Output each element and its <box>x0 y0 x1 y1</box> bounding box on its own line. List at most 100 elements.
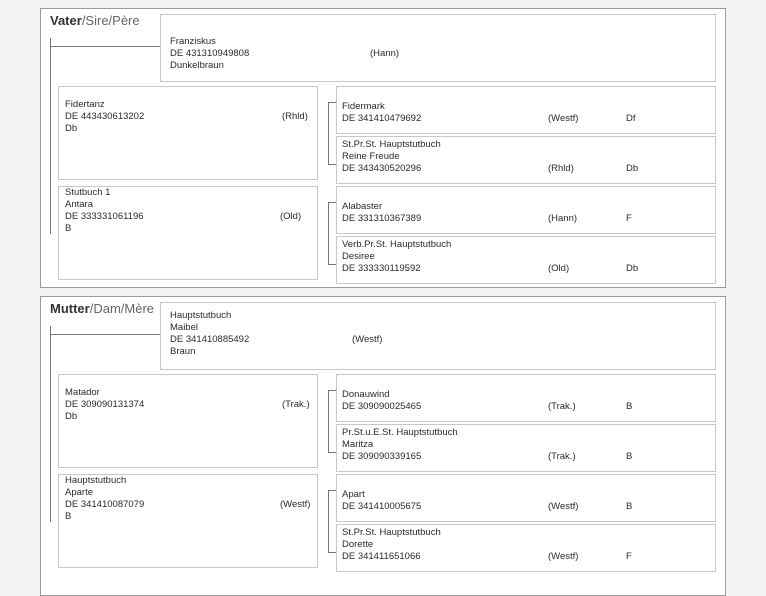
region: (Trak.) <box>548 401 576 412</box>
connector <box>328 490 329 552</box>
connector <box>328 202 336 203</box>
connector <box>328 202 329 264</box>
connector <box>328 390 329 452</box>
text-line: DE 341410479692 <box>342 113 422 124</box>
connector <box>328 552 336 553</box>
region: (Rhld) <box>548 163 574 174</box>
heading-rest: /Dam/Mère <box>89 301 155 316</box>
great-grandparent-box <box>336 424 716 472</box>
grandparent-box <box>58 374 318 468</box>
coat-color: B <box>626 451 633 462</box>
region: (Westf) <box>548 113 579 124</box>
text-line: Matador <box>65 387 100 398</box>
text-line: Dorette <box>342 539 374 550</box>
great-grandparent-box <box>336 186 716 234</box>
text-line: Reine Freude <box>342 151 400 162</box>
region: (Hann) <box>370 48 400 59</box>
coat-color: B <box>626 401 633 412</box>
text-line: St.Pr.St. Hauptstutbuch <box>342 527 441 538</box>
text-line: Antara <box>65 199 93 210</box>
great-grandparent-box <box>336 136 716 184</box>
connector <box>328 390 336 391</box>
region: (Westf) <box>548 551 579 562</box>
text-line: DE 341411651066 <box>342 551 421 562</box>
heading-bold: Vater <box>50 13 82 28</box>
text-line: DE 343430520296 <box>342 163 422 174</box>
connector <box>328 102 329 164</box>
text-line: DE 309090025465 <box>342 401 422 412</box>
text-line: Fidermark <box>342 101 385 112</box>
text-line: Verb.Pr.St. Hauptstutbuch <box>342 239 452 250</box>
text-line: B <box>65 223 72 234</box>
section-heading: Mutter/Dam/Mère <box>50 301 154 316</box>
parent-box <box>160 14 716 82</box>
text-line: Donauwind <box>342 389 390 400</box>
region: (Old) <box>548 263 570 274</box>
text-line: Braun <box>170 346 196 357</box>
text-line: Dunkelbraun <box>170 60 224 71</box>
text-line: DE 309090131374 <box>65 399 145 410</box>
region: (Trak.) <box>548 451 576 462</box>
parent-box <box>160 302 716 370</box>
region: (Trak.) <box>282 399 310 410</box>
pedigree-page: {"sections":[ {"heading":{"bold":"Vater"… <box>40 8 726 596</box>
connector <box>50 38 51 234</box>
text-line: Desiree <box>342 251 375 262</box>
text-line: DE 331310367389 <box>342 213 422 224</box>
text-line: Apart <box>342 489 365 500</box>
great-grandparent-box <box>336 236 716 284</box>
great-grandparent-box <box>336 86 716 134</box>
grandparent-box <box>58 474 318 568</box>
great-grandparent-box <box>336 374 716 422</box>
coat-color: F <box>626 213 632 224</box>
coat-color: Db <box>626 263 639 274</box>
region: (Hann) <box>548 213 578 224</box>
text-line: Db <box>65 123 78 134</box>
connector <box>328 164 336 165</box>
grandparent-box <box>58 186 318 280</box>
text-line: Aparte <box>65 487 93 498</box>
text-line: B <box>65 511 72 522</box>
text-line: DE 333330119592 <box>342 263 421 274</box>
great-grandparent-box <box>336 524 716 572</box>
text-line: DE 443430613202 <box>65 111 145 122</box>
coat-color: B <box>626 501 633 512</box>
grandparent-box <box>58 86 318 180</box>
text-line: Fidertanz <box>65 99 105 110</box>
region: (Westf) <box>280 499 311 510</box>
great-grandparent-box <box>336 474 716 522</box>
text-line: Pr.St.u.E.St. Hauptstutbuch <box>342 427 458 438</box>
text-line: DE 341410087079 <box>65 499 145 510</box>
section-heading: Vater/Sire/Père <box>50 13 140 28</box>
coat-color: Df <box>626 113 636 124</box>
text-line: Hauptstutbuch <box>170 310 232 321</box>
text-line: Hauptstutbuch <box>65 475 127 486</box>
heading-rest: /Sire/Père <box>81 13 140 28</box>
text-line: DE 333331061196 <box>65 211 144 222</box>
text-line: Stutbuch 1 <box>65 187 111 198</box>
connector <box>50 334 160 335</box>
text-line: DE 431310949808 <box>170 48 250 59</box>
text-line: Alabaster <box>342 201 383 212</box>
text-line: DE 341410005675 <box>342 501 422 512</box>
connector <box>50 326 51 522</box>
coat-color: Db <box>626 163 639 174</box>
text-line: DE 309090339165 <box>342 451 422 462</box>
connector <box>328 490 336 491</box>
connector <box>50 46 160 47</box>
heading-bold: Mutter <box>50 301 90 316</box>
text-line: Franziskus <box>170 36 216 47</box>
text-line: DE 341410885492 <box>170 334 250 345</box>
region: (Old) <box>280 211 302 222</box>
region: (Westf) <box>352 334 383 345</box>
text-line: St.Pr.St. Hauptstutbuch <box>342 139 441 150</box>
connector <box>328 102 336 103</box>
connector <box>328 264 336 265</box>
text-line: Maritza <box>342 439 374 450</box>
region: (Westf) <box>548 501 579 512</box>
page: html, body { margin: 0; padding: 0; } bo… <box>40 8 726 596</box>
connector <box>328 452 336 453</box>
coat-color: F <box>626 551 632 562</box>
text-line: Db <box>65 411 78 422</box>
text-line: Maibel <box>170 322 198 333</box>
